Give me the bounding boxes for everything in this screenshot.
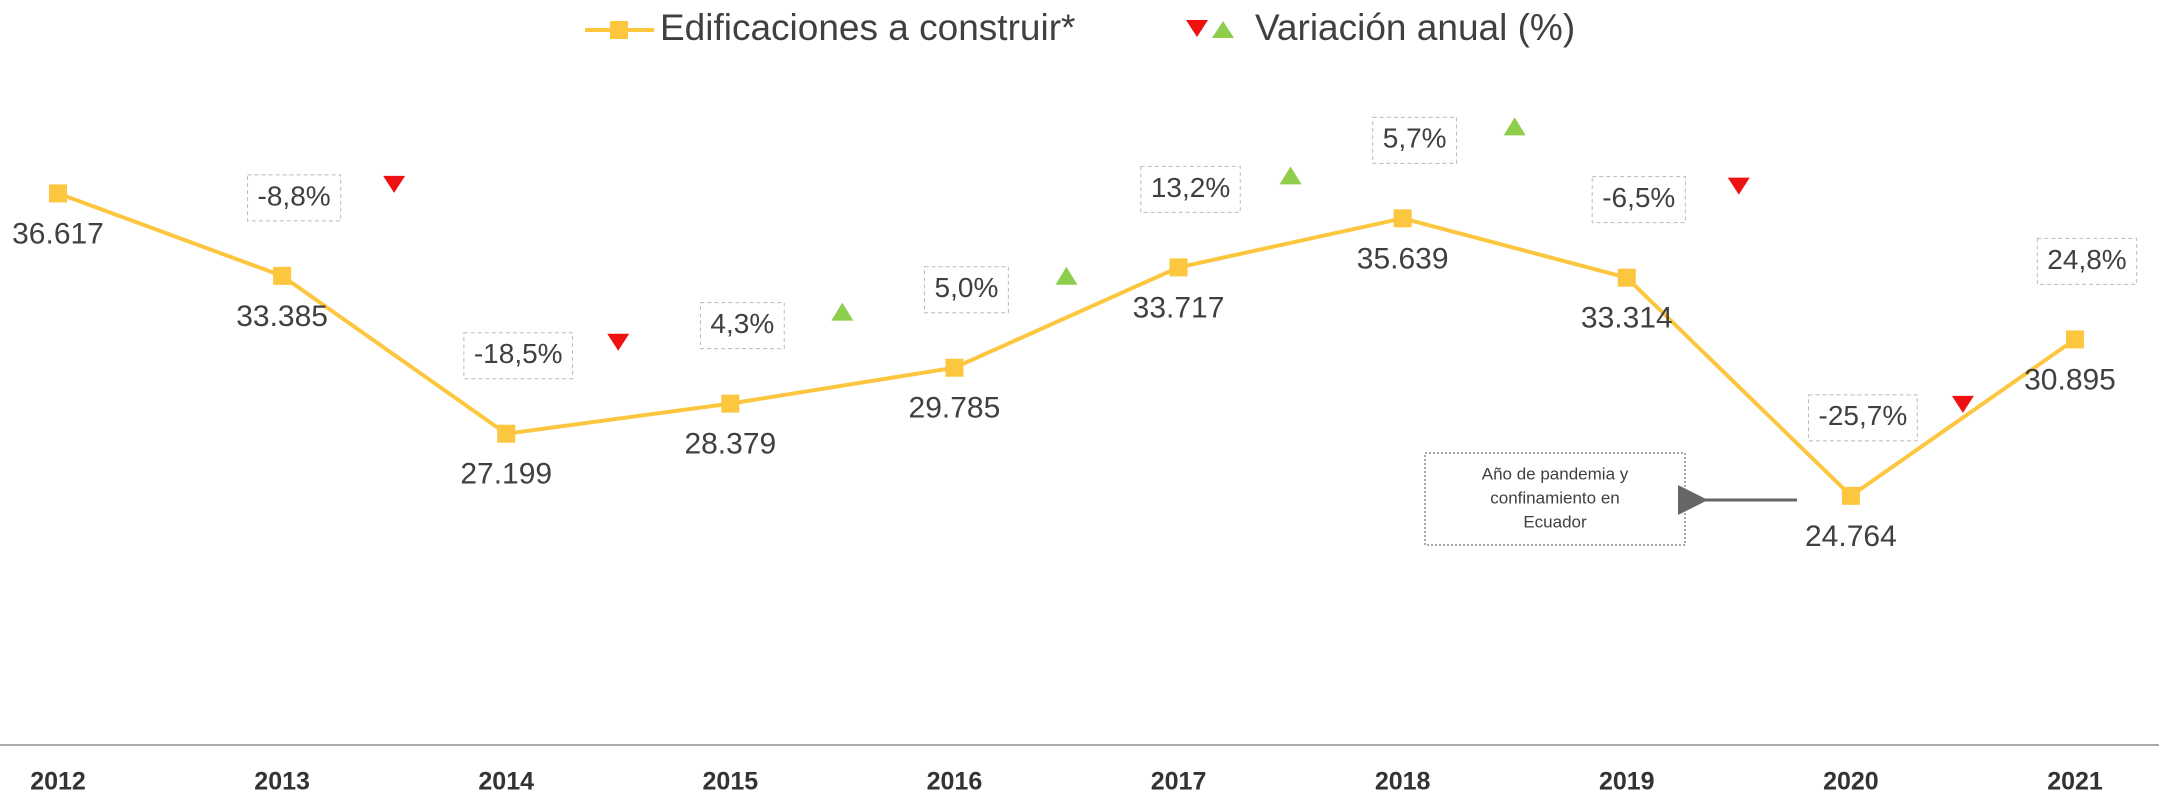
point: [1393, 209, 1412, 228]
point: [721, 394, 740, 413]
legend-up: [1212, 21, 1234, 38]
data-label: 33.385: [236, 300, 328, 333]
annotation: Ecuador: [1523, 512, 1587, 531]
triangle-down: [1727, 177, 1750, 195]
triangle-down: [383, 175, 406, 193]
variation-label: -6,5%: [1602, 182, 1675, 213]
data-label: 30.895: [2024, 363, 2116, 396]
variation-box: [1591, 176, 1686, 224]
variation-box: [924, 266, 1009, 314]
variation-box: [1372, 116, 1458, 164]
variation-label: 24,8%: [2047, 244, 2126, 275]
point: [497, 424, 516, 443]
legend-marker: [610, 21, 628, 39]
data-label: 29.785: [909, 392, 1001, 425]
point: [1169, 258, 1188, 277]
variation-box: [2036, 237, 2138, 285]
series-line: [57, 191, 2077, 499]
variation-label: 4,3%: [710, 308, 774, 339]
variation-label: 13,2%: [1151, 172, 1230, 203]
variation-box: [1140, 165, 1241, 213]
data-label: 24.764: [1805, 520, 1897, 553]
data-label: 28.379: [684, 428, 776, 461]
annotation: Año de pandemia y: [1482, 464, 1629, 483]
x-tick-label: 2018: [1375, 768, 1431, 795]
legend-label: Edificaciones a construir*: [660, 7, 1075, 48]
x-tick-label: 2013: [254, 768, 310, 795]
triangle-down: [1951, 395, 1974, 413]
point: [1617, 268, 1636, 287]
legend-label: Variación anual (%): [1255, 7, 1575, 48]
point: [2066, 330, 2084, 349]
point: [273, 266, 292, 285]
variation-label: 5,7%: [1383, 123, 1447, 154]
point: [945, 358, 964, 377]
triangle-up: [1279, 166, 1302, 185]
triangle-up: [1055, 266, 1078, 285]
data-label: 35.639: [1357, 242, 1449, 275]
data-label: 33.314: [1581, 302, 1673, 335]
x-tick-label: 2021: [2047, 768, 2103, 795]
x-tick-label: 2015: [703, 768, 759, 795]
data-label: 36.617: [12, 217, 104, 250]
point: [1841, 486, 1860, 505]
x-tick-label: 2019: [1599, 768, 1655, 795]
triangle-up: [831, 302, 854, 321]
data-label: 27.199: [460, 458, 552, 491]
triangle-down: [607, 333, 630, 351]
variation-label: 5,0%: [935, 272, 999, 303]
x-tick-label: 2014: [478, 768, 534, 795]
variation-label: -25,7%: [1819, 400, 1908, 431]
legend-down: [1186, 20, 1208, 37]
x-tick-label: 2020: [1823, 768, 1879, 795]
x-tick-label: 2017: [1151, 768, 1207, 795]
annotation: confinamiento en: [1490, 488, 1619, 507]
variation-box: [699, 302, 785, 350]
data-label: 33.717: [1133, 291, 1225, 324]
point: [49, 184, 67, 203]
triangle-up: [1503, 117, 1526, 136]
variation-label: -8,8%: [258, 180, 331, 211]
x-tick-label: 2016: [927, 768, 983, 795]
variation-box: [247, 174, 342, 222]
x-tick-label: 2012: [30, 768, 86, 795]
variation-label: -18,5%: [474, 338, 563, 369]
